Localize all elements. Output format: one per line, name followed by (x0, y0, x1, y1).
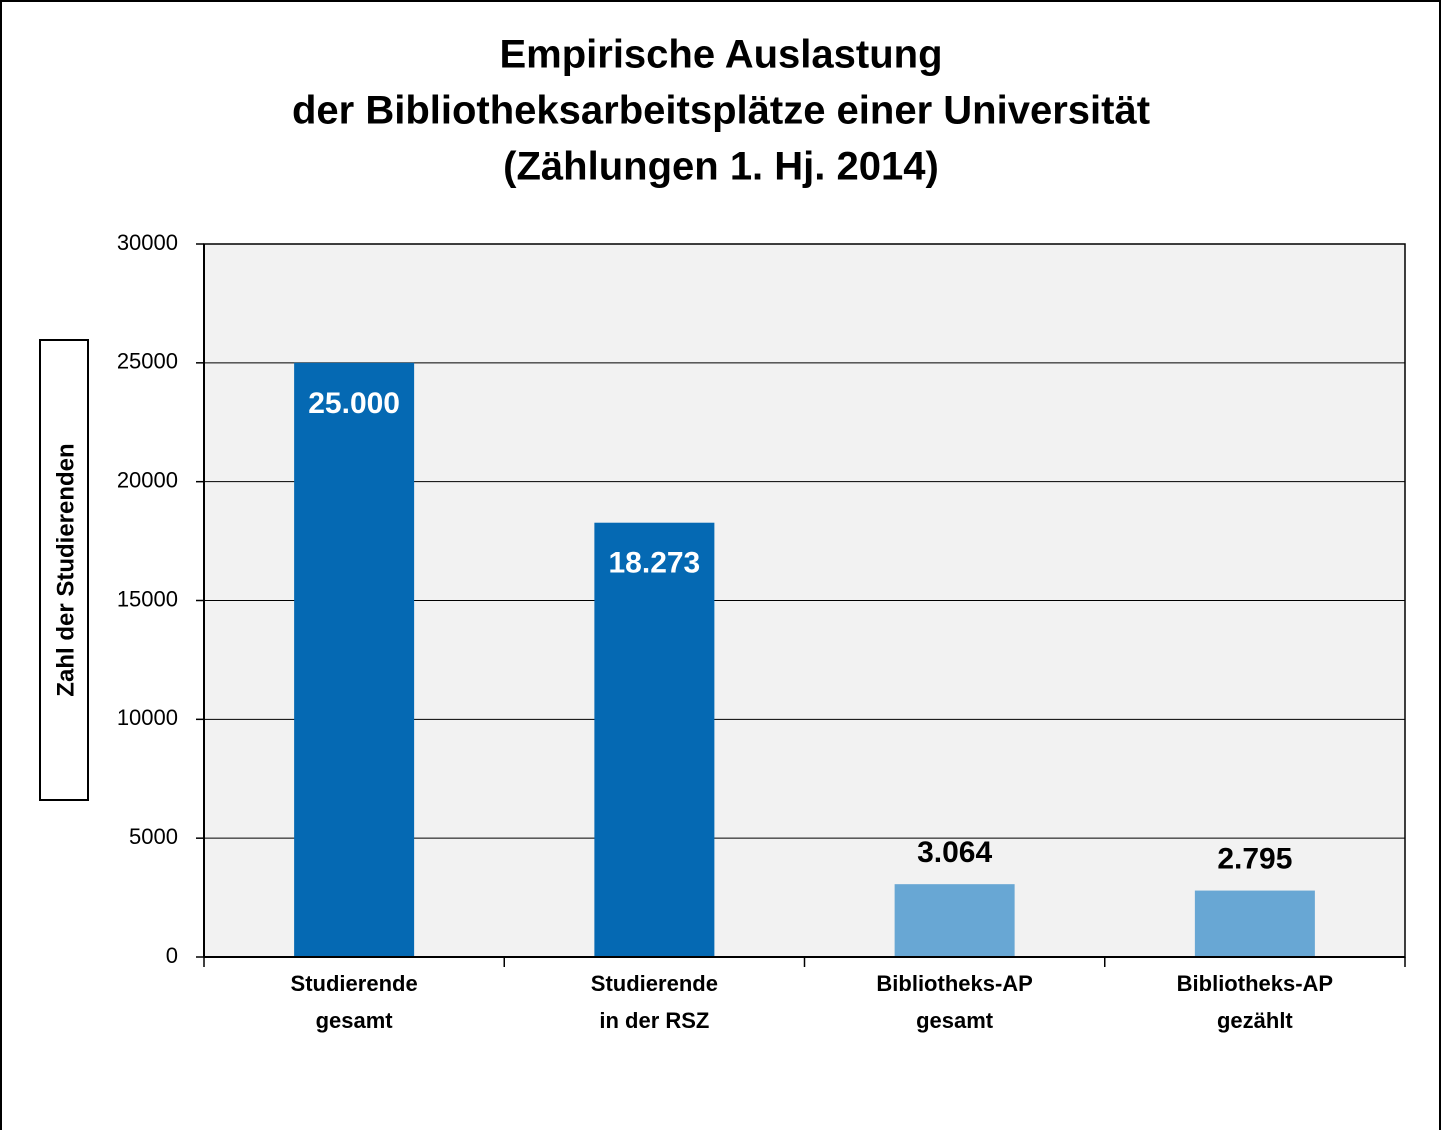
bar (894, 884, 1015, 957)
y-tick-label: 10000 (117, 705, 178, 730)
y-tick-label: 5000 (129, 824, 178, 849)
y-tick-label: 0 (166, 943, 178, 968)
y-tick-label: 15000 (117, 586, 178, 611)
value-label: 18.273 (608, 547, 700, 580)
x-tick-label: Studierende (291, 971, 418, 996)
x-tick-label: gezählt (1217, 1008, 1293, 1033)
chart-title: (Zählungen 1. Hj. 2014) (503, 145, 939, 189)
x-tick-label: Bibliotheks-AP (876, 971, 1032, 996)
value-label: 3.064 (917, 836, 992, 869)
y-label-box (39, 339, 89, 801)
value-label: 2.795 (1217, 842, 1292, 875)
bar (594, 522, 715, 957)
y-tick-label: 20000 (117, 467, 178, 492)
bar (294, 362, 415, 957)
chart-title: der Bibliotheksarbeitsplätze einer Unive… (292, 89, 1150, 133)
x-tick-label: in der RSZ (599, 1008, 709, 1033)
y-tick-label: 25000 (117, 349, 178, 374)
x-tick-label: Studierende (591, 971, 718, 996)
chart-title: Empirische Auslastung (499, 33, 942, 77)
x-tick-label: gesamt (916, 1008, 994, 1033)
value-label: 25.000 (308, 387, 400, 420)
bar (1194, 890, 1315, 957)
x-tick-label: Bibliotheks-AP (1177, 971, 1333, 996)
y-axis-label: Zahl der Studierenden (52, 443, 79, 696)
x-tick-label: gesamt (316, 1008, 394, 1033)
y-tick-label: 30000 (117, 230, 178, 255)
